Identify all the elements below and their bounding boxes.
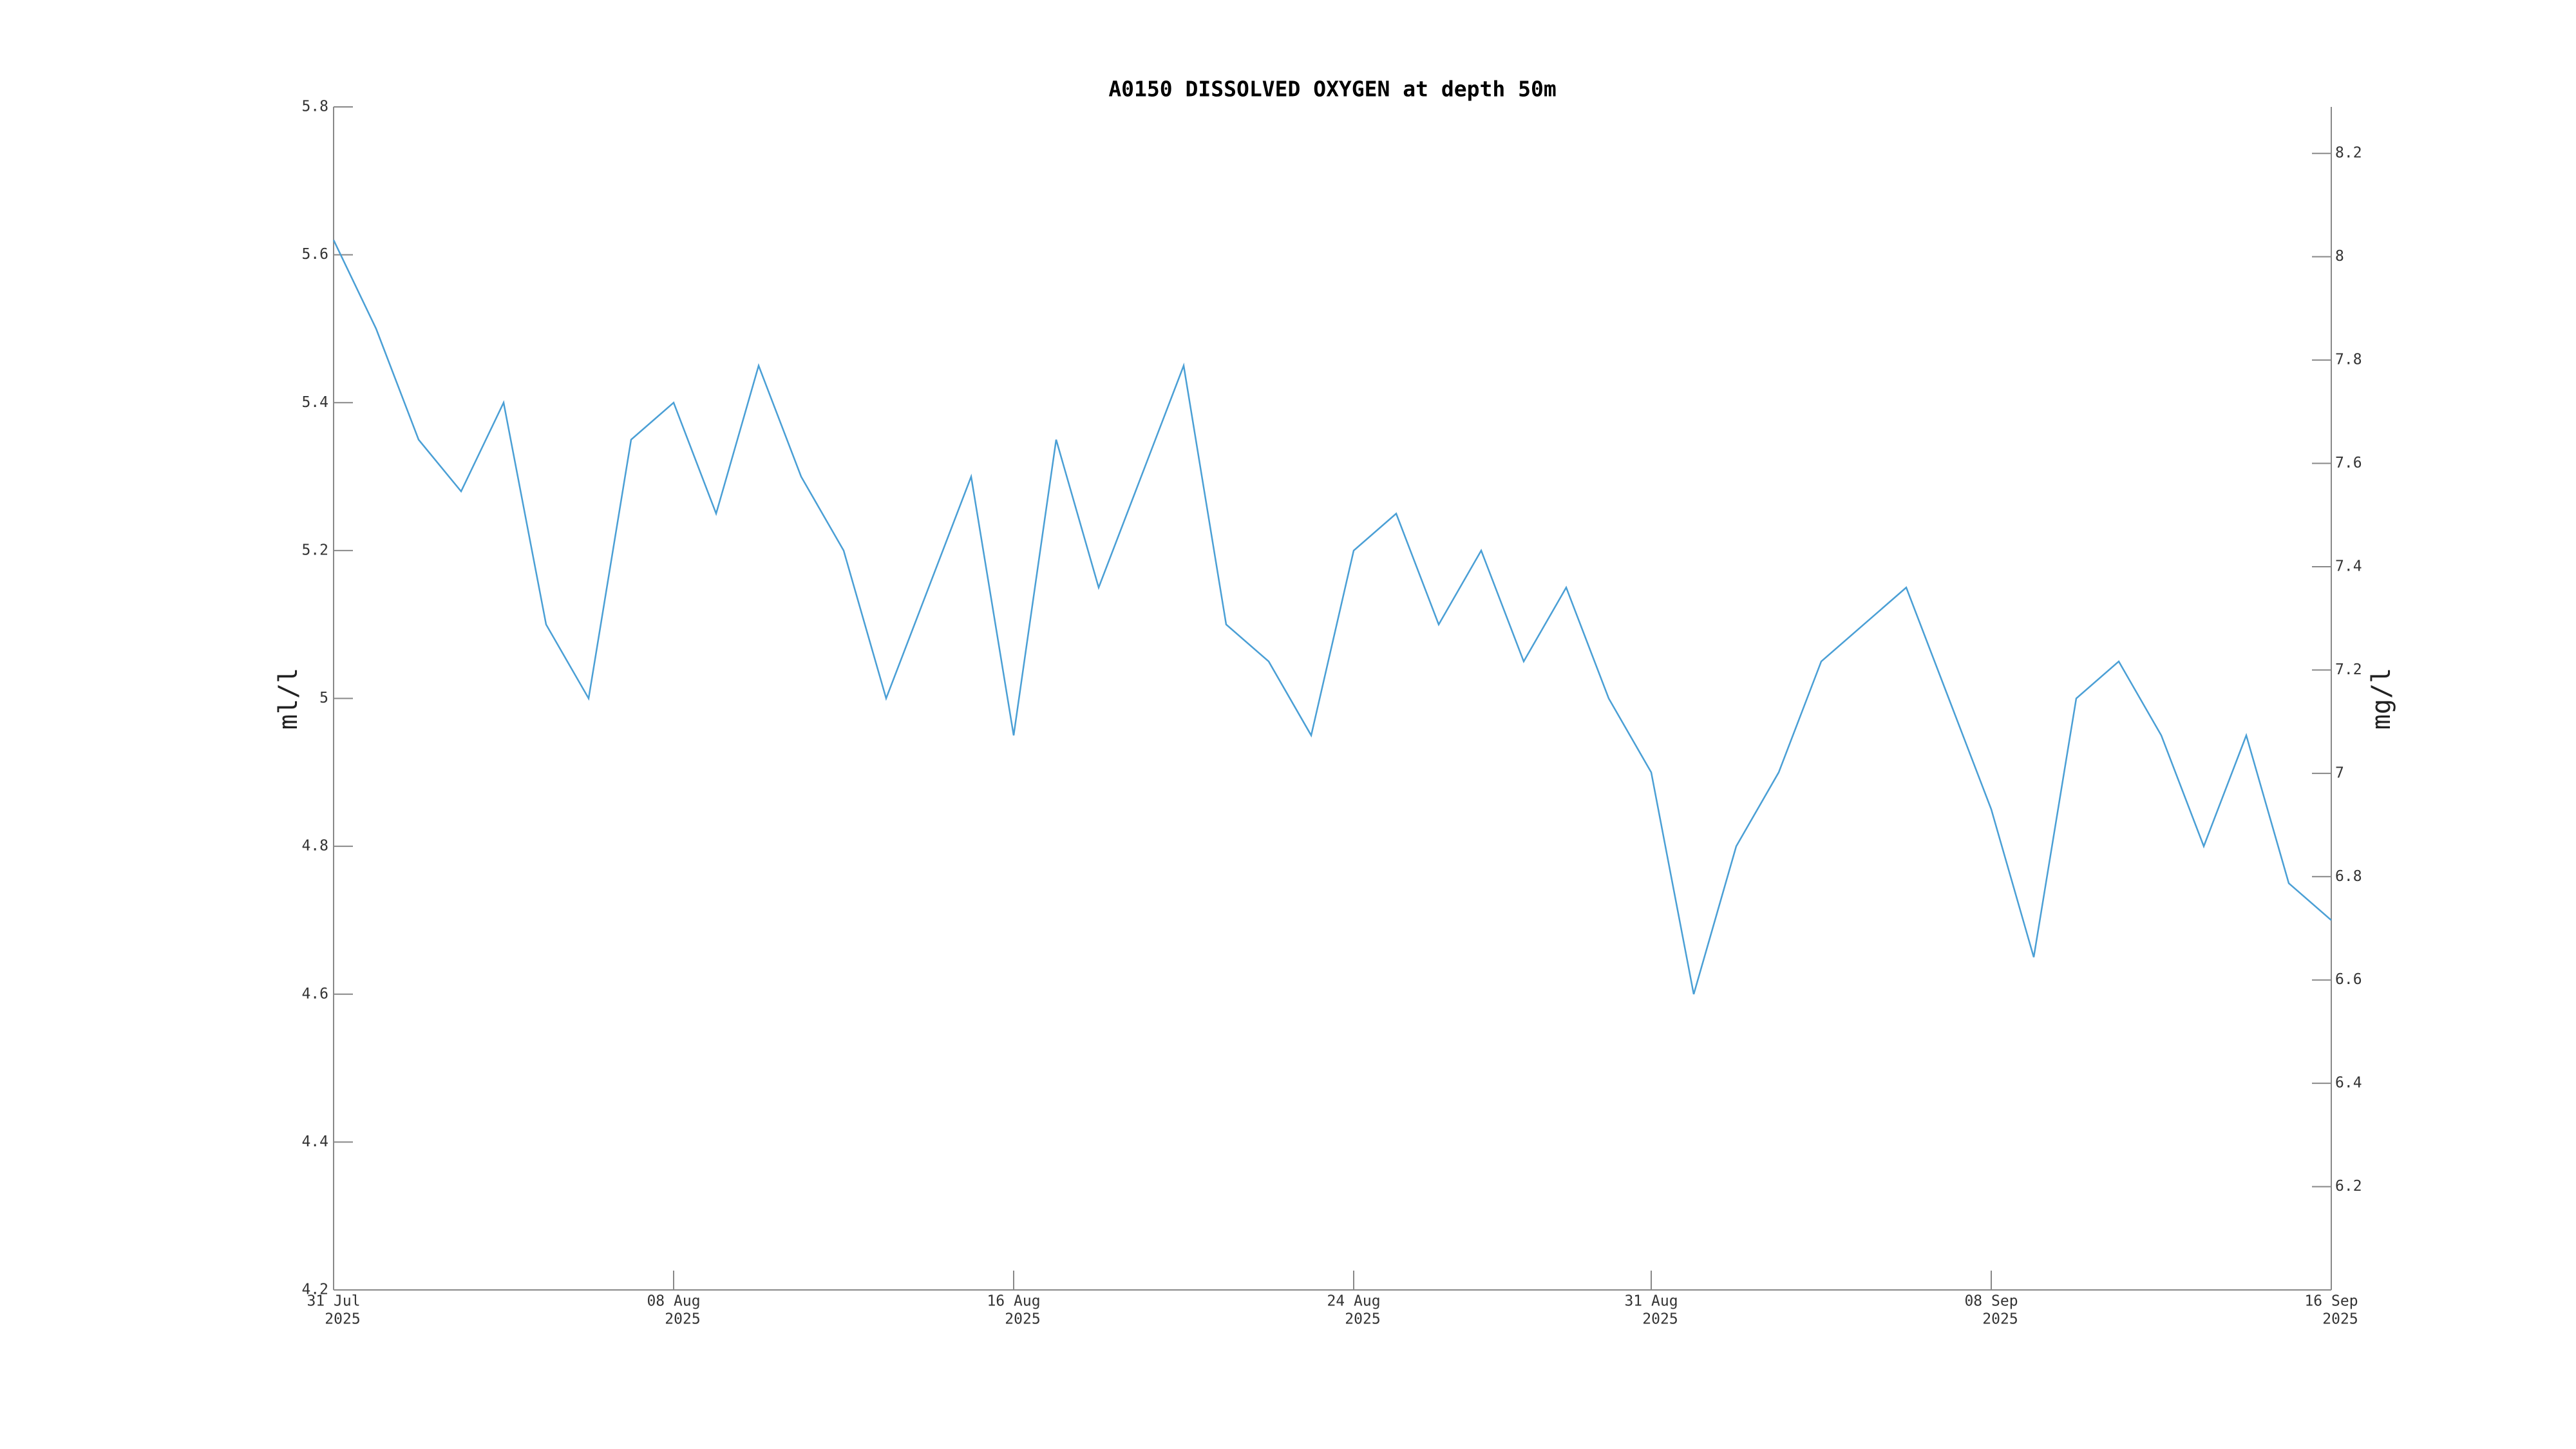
y-axis-label: ml/l [274,668,303,730]
y2-tick-label: 8 [2335,248,2344,265]
y2-tick-label: 7 [2335,764,2344,781]
chart-title: A0150 DISSOLVED OXYGEN at depth 50m [1108,77,1556,102]
x-tick-label: 16 Sep [2304,1293,2358,1310]
y-tick-label: 5.2 [301,542,328,558]
x-tick-label: 2025 [325,1311,360,1328]
y-tick-label: 5 [319,690,328,706]
y2-tick-label: 6.8 [2335,868,2362,885]
x-tick-label: 08 Sep [1964,1293,2018,1310]
x-tick-label: 2025 [1345,1311,1380,1328]
y2-tick-label: 7.4 [2335,558,2362,574]
y2-tick-label: 7.2 [2335,661,2362,678]
y-tick-label: 4.2 [301,1282,328,1298]
y2-tick-label: 6.4 [2335,1075,2362,1092]
y-tick-label: 4.8 [301,838,328,855]
y2-tick-label: 6.6 [2335,971,2362,988]
x-tick-label: 31 Aug [1624,1293,1678,1310]
x-tick-label: 16 Aug [987,1293,1040,1310]
y2-tick-label: 6.2 [2335,1178,2362,1195]
x-tick-label: 2025 [665,1311,700,1328]
y-tick-label: 4.6 [301,985,328,1002]
x-tick-label: 08 Aug [647,1293,700,1310]
y2-axis-label: mg/l [2367,668,2396,730]
y2-tick-label: 8.2 [2335,145,2362,162]
y-tick-label: 5.4 [301,394,328,411]
x-tick-label: 2025 [1642,1311,1678,1328]
x-tick-label: 2025 [1982,1311,2018,1328]
y2-tick-label: 7.6 [2335,455,2362,471]
x-tick-label: 31 Jul [307,1293,360,1310]
y-tick-label: 5.6 [301,246,328,263]
x-tick-label: 24 Aug [1327,1293,1380,1310]
x-tick-label: 2025 [1005,1311,1040,1328]
x-tick-label: 2025 [2322,1311,2358,1328]
y2-tick-label: 7.8 [2335,352,2362,368]
y-tick-label: 5.8 [301,99,328,115]
y-tick-label: 4.4 [301,1133,328,1150]
data-line [332,240,2332,995]
